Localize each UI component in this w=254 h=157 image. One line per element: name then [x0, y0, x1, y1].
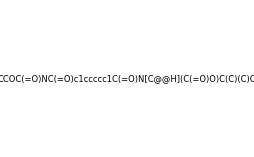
Text: CCOC(=O)NC(=O)c1ccccc1C(=O)N[C@@H](C(=O)O)C(C)(C)C: CCOC(=O)NC(=O)c1ccccc1C(=O)N[C@@H](C(=O)…: [0, 74, 254, 83]
